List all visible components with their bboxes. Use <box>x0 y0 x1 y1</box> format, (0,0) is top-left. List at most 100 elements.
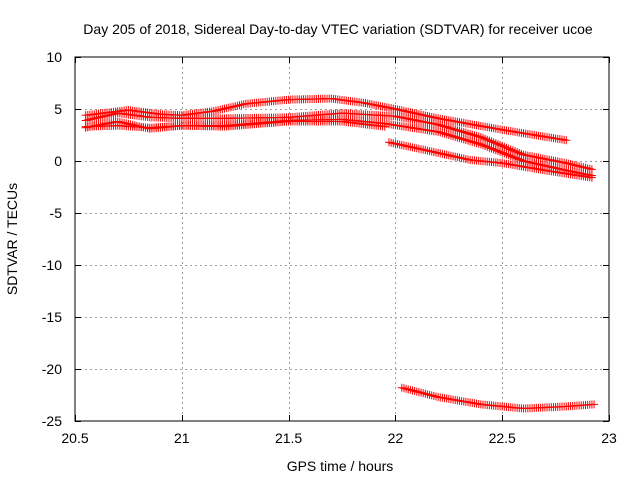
data-point <box>431 392 440 401</box>
data-point <box>449 132 458 141</box>
data-point <box>421 389 430 398</box>
data-point <box>483 135 492 144</box>
data-point <box>470 131 479 140</box>
data-point <box>483 142 492 151</box>
data-point <box>464 129 473 138</box>
data-point <box>566 160 575 169</box>
data-point <box>429 391 438 400</box>
data-point <box>457 127 466 136</box>
data-point <box>455 134 464 143</box>
data-point <box>587 173 596 182</box>
data-point <box>453 133 462 142</box>
data-point <box>513 154 522 163</box>
series-5 <box>384 138 596 182</box>
data-point <box>564 159 573 168</box>
y-tick-label: 10 <box>46 49 62 65</box>
data-point <box>446 131 455 140</box>
data-point <box>461 128 470 137</box>
data-point <box>568 160 577 169</box>
data-point <box>498 141 507 150</box>
x-tick-label: 21 <box>174 430 190 446</box>
data-point <box>449 124 458 133</box>
data-point <box>468 130 477 139</box>
data-point <box>506 152 515 161</box>
series-6 <box>397 383 599 413</box>
data-point <box>414 388 423 397</box>
data-point <box>476 133 485 142</box>
data-point <box>478 141 487 150</box>
data-point <box>500 149 509 158</box>
data-point <box>423 390 432 399</box>
data-point <box>399 384 408 393</box>
data-point <box>472 131 481 140</box>
data-point <box>466 137 475 146</box>
data-point <box>466 129 475 138</box>
data-point <box>419 389 428 398</box>
data-point <box>425 390 434 399</box>
data-point <box>440 129 449 138</box>
data-point <box>496 147 505 156</box>
data-point <box>491 146 500 155</box>
data-point <box>444 123 453 132</box>
x-tick-label: 22.5 <box>489 430 516 446</box>
data-point <box>489 145 498 154</box>
data-point <box>453 126 462 135</box>
data-point <box>444 131 453 139</box>
data-point <box>408 386 417 395</box>
y-tick-label: -25 <box>42 413 62 429</box>
data-point <box>434 120 443 129</box>
series-2 <box>81 109 596 174</box>
data-point <box>436 121 445 130</box>
x-tick-label: 23 <box>601 430 617 446</box>
y-tick-label: -5 <box>50 205 63 221</box>
x-tick-label: 22 <box>388 430 404 446</box>
data-point <box>468 137 477 146</box>
data-point <box>489 138 498 147</box>
data-point <box>502 150 511 159</box>
data-point <box>451 125 460 134</box>
data-point <box>457 134 466 143</box>
data-point <box>442 123 451 132</box>
y-axis-ticks: -25 -20 -15 -10 -5 0 5 10 <box>42 49 609 429</box>
data-point <box>446 124 455 133</box>
data-point <box>491 139 500 148</box>
data-point <box>498 148 507 157</box>
y-tick-label: 0 <box>54 153 62 169</box>
data-point <box>474 132 483 141</box>
data-point <box>440 122 449 131</box>
data-point <box>487 137 496 146</box>
data-point <box>438 129 447 138</box>
data-point <box>496 141 505 150</box>
data-point <box>402 384 411 393</box>
data-point <box>410 387 419 396</box>
data-point <box>577 162 586 171</box>
data-series <box>81 94 599 413</box>
data-point <box>487 144 496 153</box>
y-tick-label: -10 <box>42 257 62 273</box>
data-point <box>485 143 494 152</box>
data-point <box>562 159 571 168</box>
data-point <box>434 127 443 136</box>
data-point <box>455 126 464 135</box>
x-tick-label: 20.5 <box>61 430 88 446</box>
data-point <box>575 162 584 171</box>
data-point <box>481 134 490 143</box>
data-point <box>476 140 485 149</box>
data-point <box>481 142 490 151</box>
chart-title: Day 205 of 2018, Sidereal Day-to-day VTE… <box>83 21 593 37</box>
data-point <box>412 387 421 396</box>
data-point <box>493 147 502 156</box>
data-point <box>380 122 389 131</box>
y-tick-label: 5 <box>54 101 62 117</box>
series-3 <box>81 115 596 180</box>
data-point <box>500 142 509 151</box>
data-point <box>472 139 481 148</box>
series-4 <box>81 117 389 133</box>
data-point <box>485 136 494 145</box>
x-axis-label: GPS time / hours <box>287 458 394 474</box>
y-tick-label: -20 <box>42 361 62 377</box>
data-point <box>590 400 599 409</box>
data-point <box>459 128 468 137</box>
